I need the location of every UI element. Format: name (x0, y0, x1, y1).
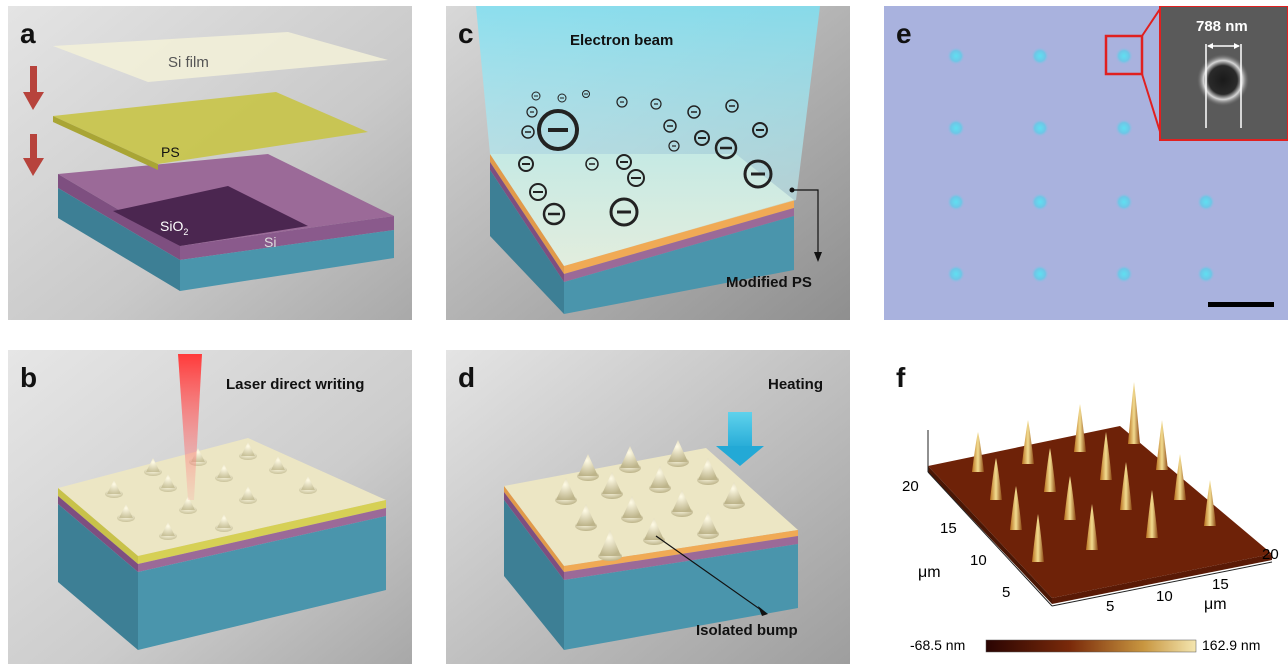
dot-array (947, 47, 1215, 283)
isolated-bump-label: Isolated bump (696, 622, 798, 639)
panel-d: d Heating Isolated bump (446, 350, 850, 664)
panel-title: Electron beam (570, 32, 674, 49)
si-label: Si (264, 234, 277, 250)
si-film-label: Si film (168, 54, 209, 71)
z-tick: 20 (902, 478, 919, 495)
x-tick: 10 (1156, 588, 1173, 605)
bumps (105, 442, 317, 540)
y-tick: 10 (970, 552, 987, 569)
sio2-text: SiO (160, 218, 184, 234)
panel-e: e 788 nm (884, 6, 1288, 320)
panel-f: f 20 15 10 5 μm 5 10 15 20 μm -68.5 nm 1… (884, 350, 1288, 664)
panel-c-illustration (446, 6, 850, 320)
panel-title: Laser direct writing (226, 376, 365, 393)
panel-a-illustration (8, 6, 412, 320)
panel-label: c (458, 18, 474, 49)
panel-b: b Laser direct writing (8, 350, 412, 664)
panel-label: b (20, 362, 38, 393)
ps-label: PS (161, 144, 180, 160)
panel-label: f (896, 362, 906, 393)
electrons (518, 90, 773, 227)
panel-b-illustration (8, 350, 412, 664)
modified-ps-label: Modified PS (726, 274, 812, 291)
x-tick: 20 (1262, 546, 1279, 563)
sio2-label: SiO2 (160, 218, 188, 237)
panel-label: a (20, 18, 36, 49)
panel-label: e (896, 18, 912, 49)
y-tick: 15 (940, 520, 957, 537)
sio2-subscript: 2 (183, 226, 189, 237)
y-axis-label: μm (918, 564, 941, 581)
panel-e-micrograph (884, 6, 1288, 320)
afm-peaks (972, 382, 1216, 562)
colorbar-min: -68.5 nm (910, 637, 966, 653)
x-axis-label: μm (1204, 596, 1227, 613)
x-tick: 15 (1212, 576, 1229, 593)
panel-label: d (458, 362, 476, 393)
y-tick: 5 (1002, 584, 1011, 601)
colorbar-max: 162.9 nm (1202, 637, 1261, 653)
panel-title: Heating (768, 376, 824, 393)
bumps (555, 440, 745, 561)
panel-d-illustration (446, 350, 850, 664)
inset-scale-label: 788 nm (1196, 18, 1248, 35)
panel-f-afm (884, 350, 1288, 664)
x-tick: 5 (1106, 598, 1115, 615)
panel-a: a Si film PS SiO2 Si (8, 6, 412, 320)
panel-c: c Electron beam Modified PS (446, 6, 850, 320)
